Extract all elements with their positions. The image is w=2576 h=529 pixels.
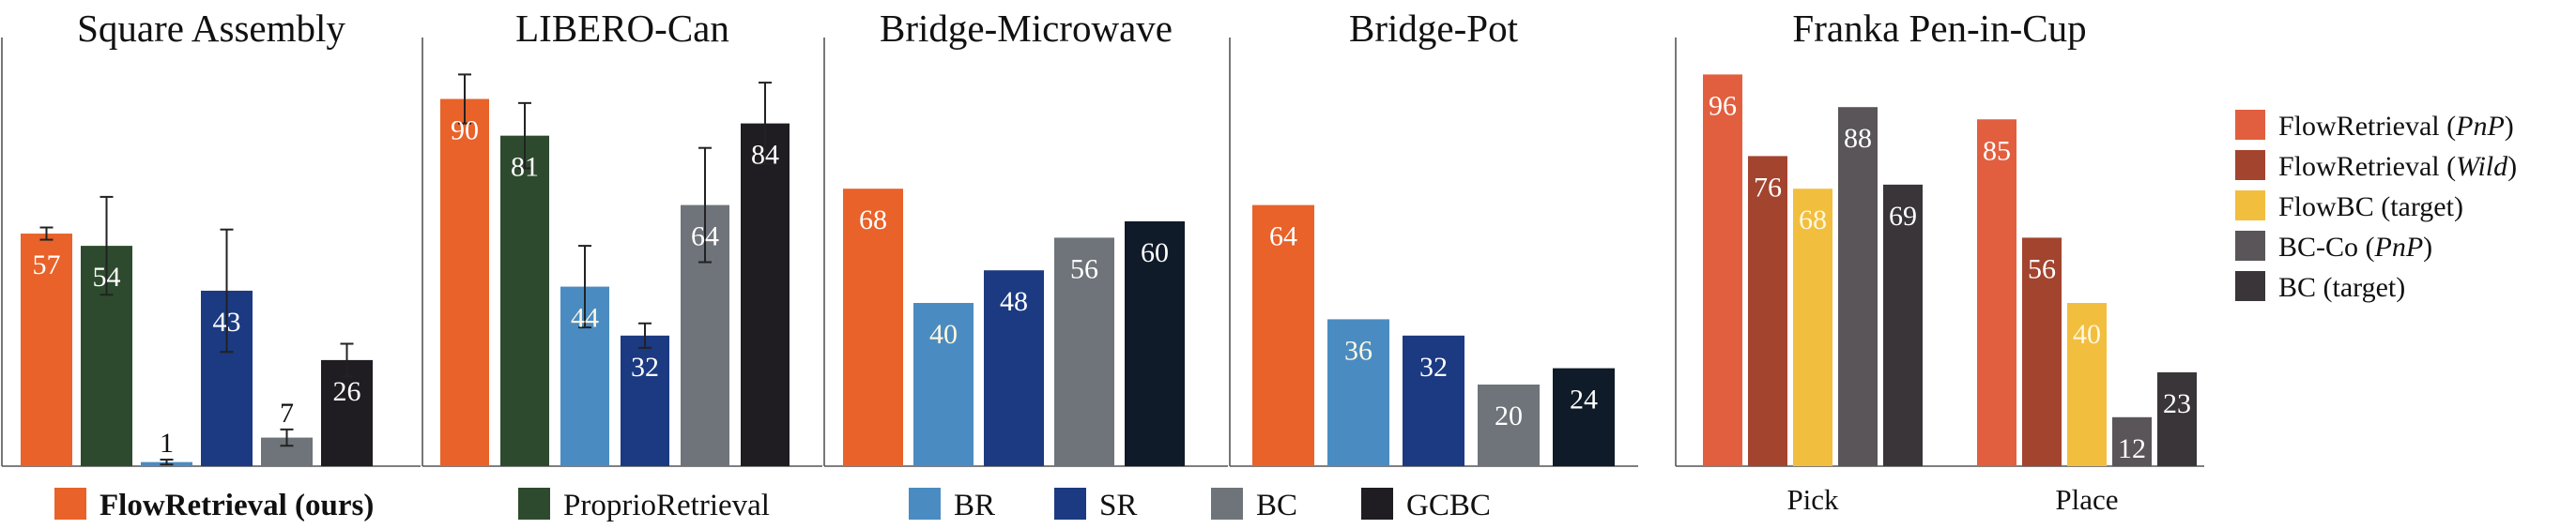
bar xyxy=(2067,303,2107,466)
bar xyxy=(2112,416,2152,466)
bar xyxy=(1793,189,1832,466)
data-label: 76 xyxy=(1754,172,1782,203)
legend-swatch xyxy=(2235,231,2265,261)
data-label: 12 xyxy=(2118,433,2146,464)
data-label: 23 xyxy=(2163,388,2191,419)
x-tick-label: Place xyxy=(2055,483,2118,516)
data-label: 40 xyxy=(2073,319,2101,350)
bar xyxy=(321,359,373,466)
data-label: 56 xyxy=(2028,253,2056,284)
data-label: 68 xyxy=(1799,204,1827,235)
chart-title: LIBERO-Can xyxy=(515,7,729,50)
data-label: 40 xyxy=(929,319,958,350)
data-label: 32 xyxy=(1419,352,1448,383)
data-label: 85 xyxy=(1983,135,2011,166)
data-label: 36 xyxy=(1344,335,1372,366)
bar xyxy=(1883,184,1923,466)
data-label: 96 xyxy=(1709,90,1737,121)
bar xyxy=(1252,204,1314,466)
legend-label: BR xyxy=(954,489,995,522)
bar xyxy=(1703,74,1742,467)
data-label: 84 xyxy=(751,140,779,171)
legend-label: FlowBC (target) xyxy=(2278,191,2463,222)
legend-label: SR xyxy=(1099,489,1137,522)
data-label: 48 xyxy=(1000,286,1028,317)
data-label: 54 xyxy=(93,262,121,293)
data-label: 60 xyxy=(1141,237,1169,268)
chart-title: Bridge-Pot xyxy=(1349,7,1519,50)
data-label: 43 xyxy=(213,307,241,338)
legend-swatch xyxy=(1211,488,1243,520)
bar xyxy=(1553,368,1615,466)
bar xyxy=(1838,107,1878,466)
chart-title: Bridge-Microwave xyxy=(880,7,1173,50)
bar xyxy=(21,234,72,466)
legend-label: BC-Co (PnP) xyxy=(2278,232,2432,263)
legend-label: FlowRetrieval (Wild) xyxy=(2278,151,2517,182)
legend-swatch xyxy=(2235,190,2265,220)
bar xyxy=(1977,119,2016,466)
bar xyxy=(500,135,549,466)
bar xyxy=(621,335,669,466)
bar xyxy=(1748,156,1787,466)
chart-title: Franka Pen-in-Cup xyxy=(1792,7,2086,50)
chart-title: Square Assembly xyxy=(77,7,345,50)
data-label: 7 xyxy=(280,398,294,429)
legend-swatch xyxy=(54,488,86,520)
legend-label: FlowRetrieval (PnP) xyxy=(2278,111,2514,142)
data-label: 90 xyxy=(451,115,479,146)
bar xyxy=(1054,237,1114,466)
legend-label: FlowRetrieval (ours) xyxy=(100,489,374,522)
data-label: 57 xyxy=(33,249,61,280)
x-tick-label: Pick xyxy=(1786,483,1839,516)
legend-label: BC (target) xyxy=(2278,272,2405,303)
legend-swatch xyxy=(2235,271,2265,301)
bar xyxy=(440,98,489,466)
bar xyxy=(1403,335,1464,466)
data-label: 32 xyxy=(631,352,659,383)
legend-swatch xyxy=(1361,488,1393,520)
data-label: 1 xyxy=(160,428,174,459)
data-label: 44 xyxy=(571,303,599,334)
legend-swatch xyxy=(1054,488,1086,520)
legend-swatch xyxy=(518,488,550,520)
bar xyxy=(1478,385,1540,466)
data-label: 64 xyxy=(691,221,719,252)
bar xyxy=(843,189,903,466)
bar xyxy=(2157,371,2197,466)
legend-swatch xyxy=(2235,150,2265,180)
bar xyxy=(2022,237,2062,466)
data-label: 64 xyxy=(1269,221,1297,252)
data-label: 24 xyxy=(1570,385,1598,416)
data-label: 88 xyxy=(1844,123,1872,154)
data-label: 26 xyxy=(333,376,361,407)
data-label: 56 xyxy=(1070,253,1098,284)
legend-label: GCBC xyxy=(1406,489,1491,522)
legend-swatch xyxy=(909,488,941,520)
legend-label: ProprioRetrieval xyxy=(563,489,770,522)
data-label: 20 xyxy=(1495,401,1523,431)
legend-label: BC xyxy=(1256,489,1297,522)
data-label: 81 xyxy=(511,152,539,183)
bar xyxy=(984,270,1044,466)
legend-swatch xyxy=(2235,110,2265,140)
bar xyxy=(913,303,974,466)
bar xyxy=(1327,319,1389,466)
data-label: 68 xyxy=(859,204,887,235)
bar xyxy=(1125,221,1185,466)
data-label: 69 xyxy=(1889,201,1917,232)
bar xyxy=(741,123,790,466)
